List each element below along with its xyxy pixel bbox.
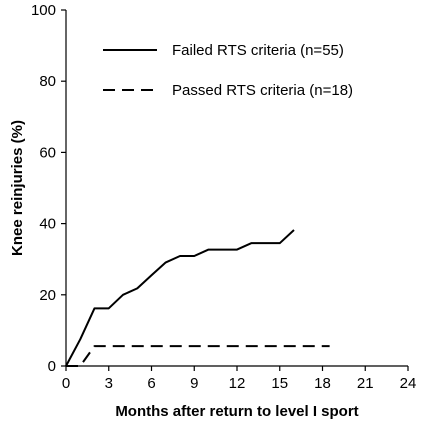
series-layer [65,229,330,367]
legend-label: Failed RTS criteria (n=55) [172,42,344,59]
x-tick-label: 0 [62,375,70,392]
x-tick-label: 3 [105,375,113,392]
legend: Failed RTS criteria (n=55) Passed RTS cri… [103,42,353,99]
x-tick-label: 12 [229,375,246,392]
y-tick-label: 0 [48,358,56,375]
y-tick-label: 100 [31,2,56,19]
x-tick-label: 6 [147,375,155,392]
x-tick-label: 9 [190,375,198,392]
x-tick-label: 24 [400,375,417,392]
y-tick-label: 60 [39,144,56,161]
y-tick-label: 20 [39,287,56,304]
x-tick-label: 15 [271,375,288,392]
axes: 0 20 40 60 80 100 0 3 6 9 12 15 18 21 24 [31,2,416,392]
x-tick-label: 21 [357,375,374,392]
series-line-passed [66,345,330,367]
x-axis-title: Months after return to level I sport [115,403,358,420]
series-line-failed [65,229,295,367]
y-axis-title: Knee reinjuries (%) [9,120,26,256]
legend-label: Passed RTS criteria (n=18) [172,82,353,99]
y-tick-label: 80 [39,73,56,90]
x-tick-label: 18 [314,375,331,392]
y-tick-label: 40 [39,216,56,233]
